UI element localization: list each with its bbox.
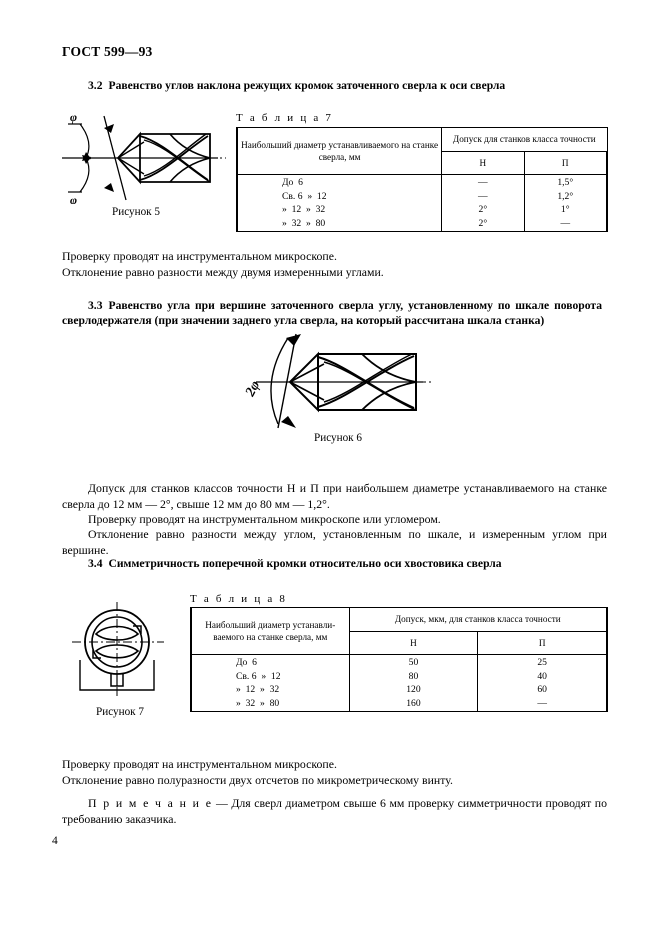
table-7-range-2: » 12 » 32 [282,204,326,215]
table-8-range-3: » 32 » 80 [236,697,280,709]
table-8-header-col1-line1: Наибольший диаметр устанавли- [205,620,336,630]
paragraph-line: Проверку проводят на инструментальном ми… [62,757,337,771]
paragraph-after-table-7: Проверку проводят на инструментальном ми… [62,249,607,280]
table-7-h-1: — [478,190,488,202]
table-row: Наибольший диаметр устанавливаемого на с… [236,127,608,175]
note-label: П р и м е ч а н и е [88,796,213,810]
table-8-header-col1: Наибольший диаметр устанавли- ваемого на… [189,607,350,655]
table-8-h-1: 80 [408,670,419,682]
table-8-p-2: 60 [537,684,547,695]
section-number-3-4: 3.4 [88,557,103,570]
table-8-ranges: До 6 Св. 6 » 12 » 12 » 32 » 32 » 80 [189,654,350,712]
table-row: До 6 Св. 6 » 12 » 12 » 32 » 32 » 80 — — … [236,174,608,232]
table-8-range-1: Св. 6 » 12 [236,670,281,682]
paragraph-inspection-method: Проверку проводят на инструментальном ми… [88,512,441,526]
paragraph-tolerance-classes: Допуск для станков классов точности Н и … [62,481,607,511]
table-7-values-p: 1,5° 1,2° 1° — [523,174,608,232]
figure-6-angle-label: 2φ [243,379,264,400]
table-8-range-2: » 12 » 32 [236,684,280,695]
standard-header: ГОСТ 599—93 [62,44,153,59]
table-8-p-1: 40 [537,670,547,682]
table-row: Н П [191,631,609,655]
figure-6-caption: Рисунок 6 [313,432,363,444]
figure-7-caption: Рисунок 7 [95,706,145,718]
table-7-range-1: Св. 6 » 12 [282,190,327,202]
section-number-3-3: 3.3 [88,299,103,312]
table-8-p-3: — [537,697,547,709]
table-8-header-span: Допуск, мкм, для станков класса точности [348,607,608,632]
table-7-subheader-h: Н [441,151,525,175]
table-7-p-2: 1° [560,204,570,215]
section-title-3-2: Равенство углов наклона режущих кромок з… [108,79,506,92]
table-7-p-3: — [560,217,571,229]
table-7-h-2: 2° [478,204,488,215]
table-8-h-3: 160 [406,697,421,709]
table-row: Наибольший диаметр устанавли- ваемого на… [189,607,608,655]
section-number-3-2: 3.2 [88,79,103,92]
figure-6-drill-diagram: 2φ [238,332,453,437]
section-heading-3-3: 3.3 Равенство угла при вершине заточенног… [62,298,602,328]
table-8-p-0: 25 [537,657,547,668]
figure-5-angle-bottom: φ [70,193,77,204]
table-7-p-0: 1,5° [557,177,574,188]
paragraph-line: Отклонение равно разности между двумя из… [62,264,384,279]
table-8-header-col1-line2: ваемого на станке сверла, мм [213,632,328,642]
paragraph-deviation-definition: Отклонение равно разности между углом, у… [62,527,607,557]
table-8-range-0: До 6 [236,657,257,668]
paragraph-bottom-inspection: Проверку проводят на инструментальном ми… [62,757,607,788]
paragraph-note: П р и м е ч а н и е — Для сверл диаметро… [62,796,607,827]
table-8-subheader-h: Н [348,631,479,655]
table-7-caption: Т а б л и ц а 7 [236,112,334,124]
table-7-values-h: — — 2° 2° [441,174,525,232]
table-7-subheader-p: П [523,151,608,175]
figure-7-svg [72,602,164,698]
table-8-caption: Т а б л и ц а 8 [190,593,288,605]
table-7-range-0: До 6 [282,177,303,188]
section-title-3-4: Симметричность поперечной кромки относит… [108,557,502,570]
section-title-3-3: Равенство угла при вершине заточенного с… [62,299,602,327]
paragraph-line: Отклонение равно полуразности двух отсче… [62,772,453,787]
table-8-values-p: 25 40 60 — [477,654,609,712]
table-7-h-0: — [478,177,488,188]
table-7-p-1: 1,2° [557,190,574,202]
table-8: Наибольший диаметр устанавли- ваемого на… [189,607,609,712]
table-row: До 6 Св. 6 » 12 » 12 » 32 » 32 » 80 50 8… [189,654,609,712]
note-text: — Для сверл диаметром свыше 6 мм проверк… [62,796,607,826]
page-number: 4 [52,835,58,847]
table-7-h-3: 2° [478,217,488,229]
table-7: Наибольший диаметр устанавливаемого на с… [236,127,608,232]
table-7-ranges: До 6 Св. 6 » 12 » 12 » 32 » 32 » 80 [236,174,443,232]
table-7-range-3: » 32 » 80 [282,217,326,229]
table-8-h-2: 120 [406,684,421,695]
section-heading-3-2: 3.2 Равенство углов наклона режущих кромо… [88,78,608,93]
table-8-subheader-p: П [477,631,609,655]
table-7-header-span: Допуск для станков класса точности [441,127,608,152]
table-8-h-0: 50 [408,657,419,668]
figure-5-drill-diagram: φ φ [58,110,233,209]
section-heading-3-4: 3.4 Симметричность поперечной кромки отно… [88,556,608,571]
table-8-values-h: 50 80 120 160 [348,654,479,712]
figure-6-svg: 2φ [243,333,433,429]
table-7-header-col1: Наибольший диаметр устанавливаемого на с… [236,127,443,175]
figure-5-angle-top: φ [70,112,77,124]
figure-5-svg: φ φ [62,110,226,207]
figure-5-caption: Рисунок 5 [111,206,161,218]
figure-7-cross-section-diagram [62,598,182,708]
paragraph-line: Проверку проводят на инструментальном ми… [62,249,337,263]
